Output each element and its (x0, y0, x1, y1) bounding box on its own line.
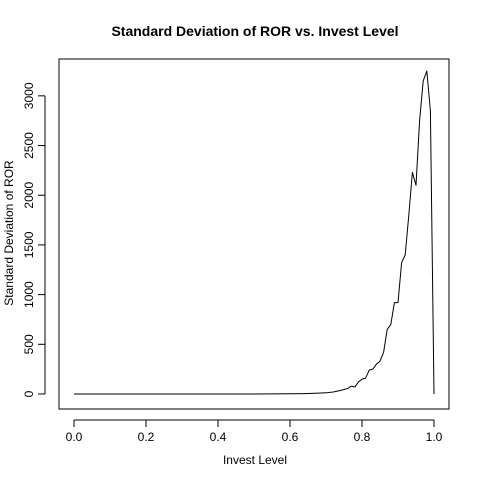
x-tick-label: 1.0 (426, 430, 443, 444)
y-tick-label: 2500 (22, 132, 36, 159)
y-tick-label: 0 (22, 390, 36, 397)
y-tick-label: 2000 (22, 182, 36, 209)
y-axis: 0 500 1000 1500 2000 2500 3000 (22, 82, 46, 397)
x-axis: 0.0 0.2 0.4 0.6 0.8 1.0 (66, 419, 443, 444)
plot-frame (58, 58, 450, 410)
x-tick-label: 0.4 (210, 430, 227, 444)
y-tick-label: 500 (22, 334, 36, 354)
chart-title: Standard Deviation of ROR vs. Invest Lev… (111, 23, 398, 39)
series-line (74, 70, 435, 395)
y-tick-label: 1500 (22, 231, 36, 258)
x-tick-label: 0.0 (66, 430, 83, 444)
y-tick-label: 1000 (22, 281, 36, 308)
x-axis-label: Invest Level (223, 453, 287, 467)
y-tick-label: 3000 (22, 82, 36, 109)
x-tick-label: 0.2 (138, 430, 155, 444)
y-axis-label: Standard Deviation of ROR (2, 160, 16, 306)
series-layer (74, 70, 435, 395)
x-tick-label: 0.6 (282, 430, 299, 444)
x-tick-label: 0.8 (354, 430, 371, 444)
